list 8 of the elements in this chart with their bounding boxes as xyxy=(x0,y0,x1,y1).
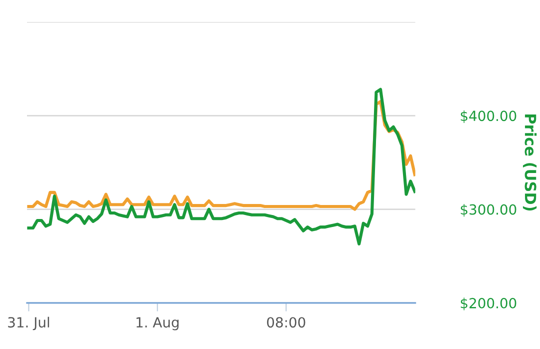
y-tick-label: $400.00 xyxy=(460,110,516,123)
x-tick-label: 1. Aug xyxy=(136,317,179,330)
y-tick-label: $300.00 xyxy=(460,204,516,217)
line-series xyxy=(27,88,416,246)
y-tick-label: $200.00 xyxy=(460,298,516,310)
x-tick-label: 31. Jul xyxy=(8,316,50,330)
x-tick-label: 08:00 xyxy=(267,317,306,328)
y-axis-title: Price (USD) xyxy=(522,114,537,211)
